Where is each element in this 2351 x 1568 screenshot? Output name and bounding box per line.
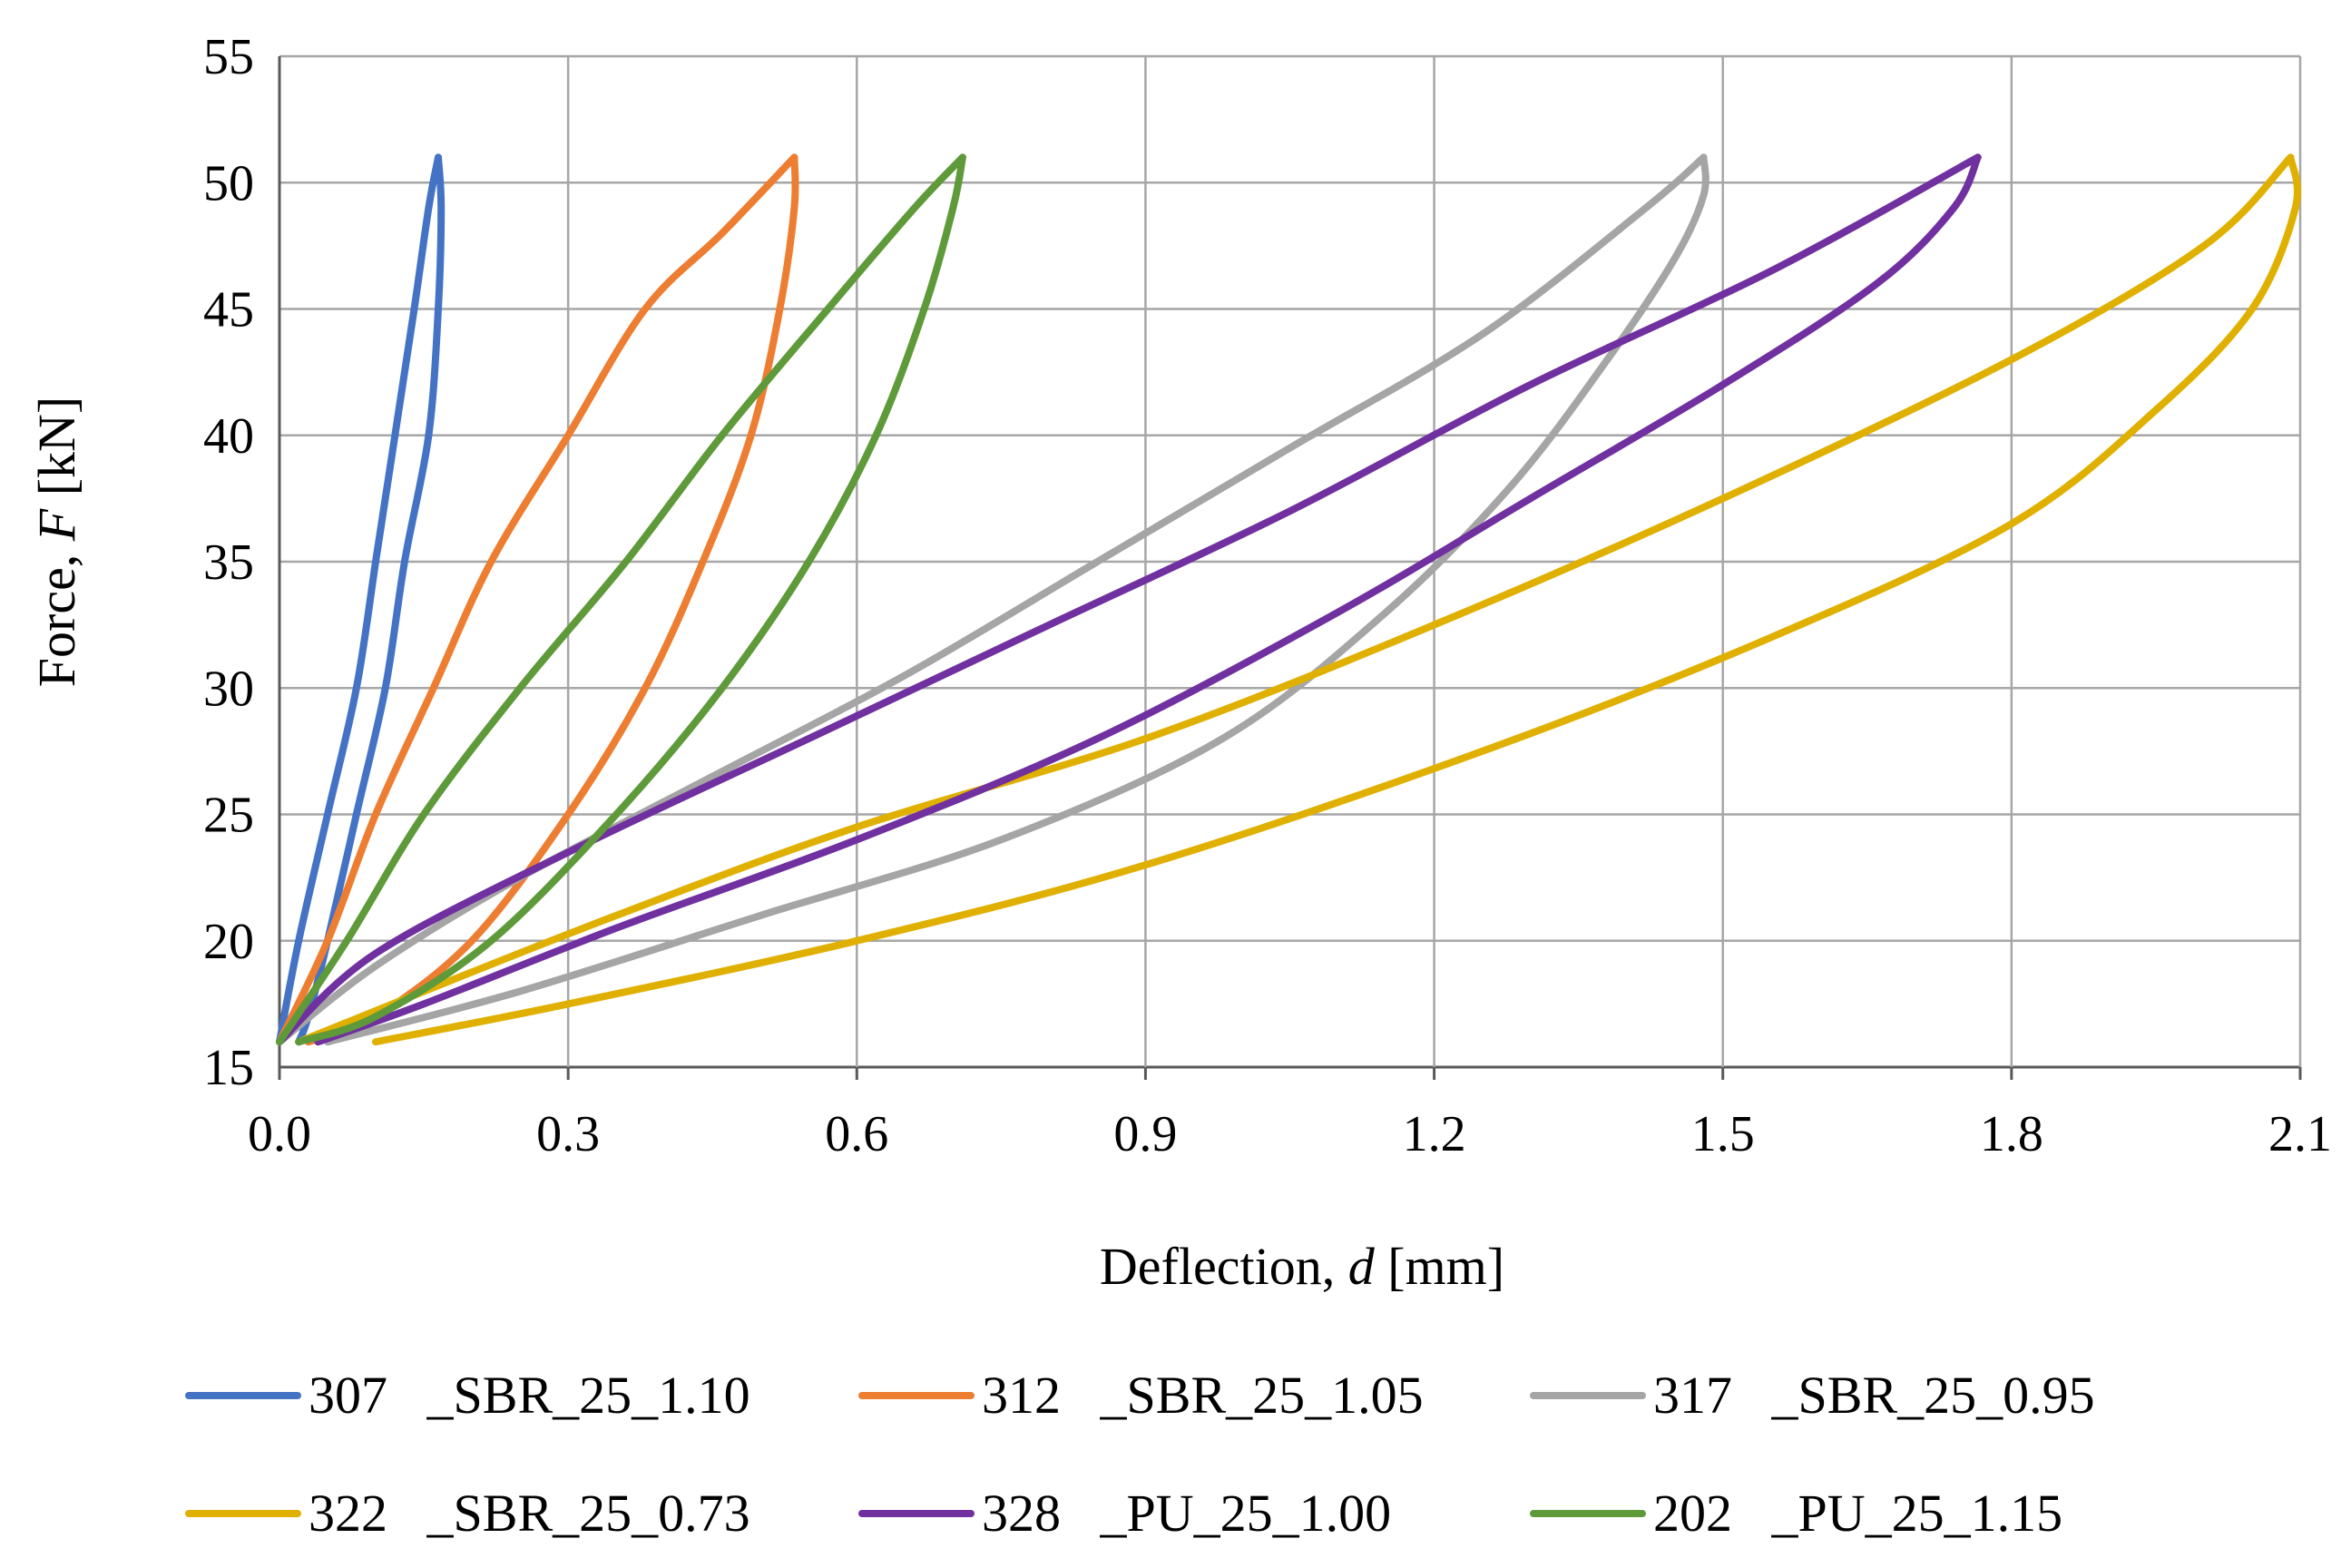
legend-entry: 307 _SBR_25_1.10 (185, 1366, 750, 1425)
y-tick-label: 50 (203, 155, 254, 211)
y-tick-label: 55 (203, 29, 254, 85)
legend-entry: 322 _SBR_25_0.73 (185, 1484, 750, 1543)
x-tick-label: 0.6 (825, 1106, 888, 1162)
y-tick-label: 35 (203, 534, 254, 591)
series-line-loading (276, 153, 1982, 1046)
series-line-loading (295, 153, 2295, 1046)
series-4 (276, 153, 1982, 1046)
y-tick-label: 25 (203, 788, 254, 844)
x-tick-label: 1.8 (1980, 1106, 2043, 1162)
series-5 (276, 153, 966, 1046)
legend-entry: 328 _PU_25_1.00 (858, 1484, 1391, 1543)
x-tick-label: 0.3 (536, 1106, 600, 1162)
legend: 307 _SBR_25_1.10 312 _SBR_25_1.05 317 _SBR… (185, 1366, 2095, 1543)
series-1 (276, 153, 799, 1046)
series-line-unloading (304, 153, 799, 1046)
legend-label: 317 _SBR_25_0.95 (1653, 1366, 2095, 1425)
series-line-loading (276, 153, 798, 1046)
legend-label: 312 _SBR_25_1.05 (982, 1366, 1424, 1425)
series-line-unloading (372, 153, 2301, 1046)
series-line-unloading (314, 153, 1982, 1046)
y-tick-label: 30 (203, 661, 254, 717)
y-tick-label: 15 (203, 1040, 254, 1096)
series-line-loading (276, 153, 442, 1046)
y-axis-title: Force, F [kN] (27, 397, 86, 688)
series-line-loading (276, 153, 1708, 1046)
x-tick-label: 1.2 (1403, 1106, 1466, 1162)
series-3 (295, 153, 2301, 1046)
x-tick-label: 1.5 (1691, 1106, 1755, 1162)
legend-entry: 317 _SBR_25_0.95 (1530, 1366, 2095, 1425)
series-line-unloading (324, 153, 1709, 1046)
series-line-unloading (295, 153, 966, 1046)
x-tick-label: 2.1 (2268, 1106, 2332, 1162)
tick-layer: 15 20 25 30 35 40 45 50 55 0.0 0.3 0.6 0.9 1.2 1.5 1.8 2… (203, 29, 2332, 1162)
series-layer (276, 153, 2301, 1046)
legend-label: 202 _PU_25_1.15 (1653, 1484, 2062, 1543)
y-tick-label: 20 (203, 914, 254, 970)
series-line-loading (276, 153, 966, 1046)
x-tick-label: 0.9 (1113, 1106, 1177, 1162)
legend-label: 322 _SBR_25_0.73 (309, 1484, 750, 1543)
series-0 (276, 153, 446, 1046)
legend-label: 307 _SBR_25_1.10 (309, 1366, 750, 1425)
legend-label: 328 _PU_25_1.00 (982, 1484, 1391, 1543)
y-tick-label: 40 (203, 408, 254, 465)
legend-entry: 202 _PU_25_1.15 (1530, 1484, 2062, 1543)
legend-entry: 312 _SBR_25_1.05 (858, 1366, 1424, 1425)
series-2 (276, 153, 1709, 1046)
y-tick-label: 45 (203, 282, 254, 338)
x-axis-title: Deflection, d [mm] (1100, 1237, 1504, 1296)
x-tick-label: 0.0 (248, 1106, 311, 1162)
